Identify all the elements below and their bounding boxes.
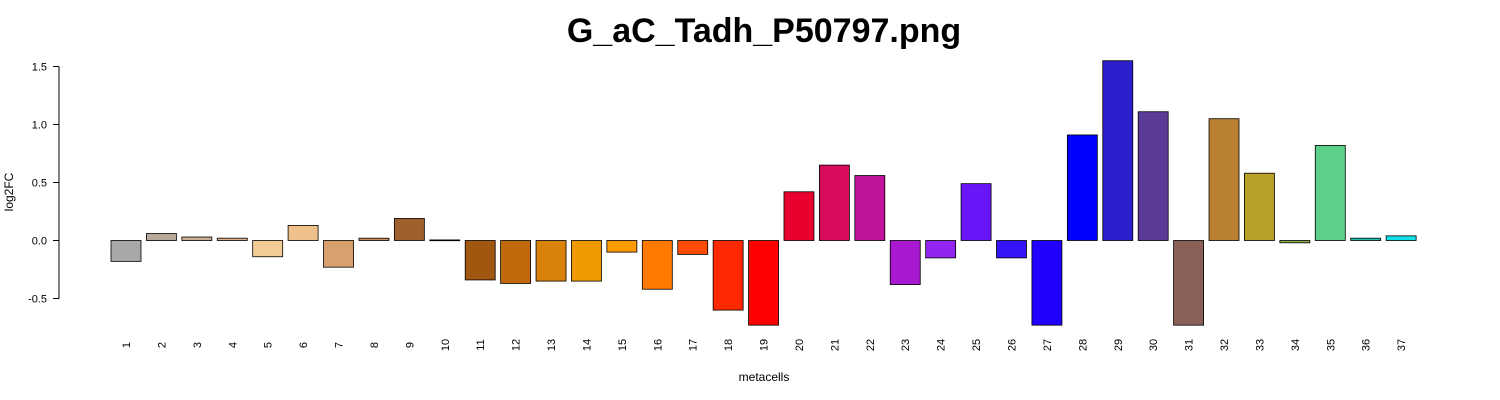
x-tick-label-3: 3 (192, 342, 204, 348)
x-tick-label-30: 30 (1148, 339, 1160, 351)
x-tick-label-22: 22 (865, 339, 877, 351)
x-tick-label-15: 15 (617, 339, 629, 351)
x-tick-label-34: 34 (1290, 339, 1302, 351)
x-tick-label-7: 7 (334, 342, 346, 348)
bar-24 (925, 240, 957, 259)
bar-1 (110, 240, 142, 262)
x-tick-label-2: 2 (156, 342, 168, 348)
x-tick-label-4: 4 (227, 342, 239, 348)
bar-6 (287, 225, 319, 241)
bar-2 (146, 233, 177, 241)
bar-30 (1137, 111, 1169, 241)
x-tick-label-33: 33 (1254, 339, 1266, 351)
x-tick-label-29: 29 (1113, 339, 1125, 351)
bar-14 (571, 240, 602, 282)
bar-18 (712, 240, 744, 311)
bar-27 (1031, 240, 1063, 326)
bar-21 (819, 164, 850, 241)
x-tick-label-18: 18 (723, 339, 735, 351)
x-tick-label-32: 32 (1219, 339, 1231, 351)
x-tick-label-36: 36 (1361, 339, 1373, 351)
x-tick-label-31: 31 (1184, 339, 1196, 351)
x-tick-label-35: 35 (1325, 339, 1337, 351)
bar-7 (323, 240, 354, 268)
x-tick-label-25: 25 (971, 339, 983, 351)
y-tick-label: 1.0 (32, 120, 47, 132)
bar-15 (606, 240, 638, 253)
bar-12 (500, 240, 532, 284)
x-tick-label-16: 16 (652, 339, 664, 351)
x-tick-label-9: 9 (404, 342, 416, 348)
bar-23 (889, 240, 921, 285)
bar-26 (996, 240, 1027, 259)
bar-9 (393, 218, 425, 241)
bar-20 (783, 191, 815, 241)
y-tick-label: 1.5 (32, 62, 47, 74)
x-tick-label-26: 26 (1007, 339, 1019, 351)
x-tick-label-11: 11 (475, 339, 487, 350)
bar-4 (216, 237, 248, 241)
x-tick-labels: 1 2 3 4 5 6 7 8 9 10 11 12 13 14 15 16 17 18 19 20 21 22 23 24 2… (121, 339, 1408, 351)
x-tick-label-5: 5 (263, 342, 275, 348)
x-tick-label-6: 6 (298, 342, 310, 348)
bar-31 (1173, 240, 1204, 326)
x-tick-label-28: 28 (1077, 339, 1089, 351)
x-tick-label-27: 27 (1042, 339, 1054, 351)
y-axis: 1.5 1.0 0.5 0.0 -0.5 (28, 62, 60, 306)
bar-28 (1066, 134, 1098, 241)
bar-37 (1385, 235, 1417, 241)
x-tick-label-37: 37 (1396, 339, 1408, 351)
bar-33 (1244, 172, 1275, 241)
x-tick-label-19: 19 (759, 339, 771, 351)
bar-10 (429, 239, 461, 242)
x-tick-label-23: 23 (900, 339, 912, 351)
x-tick-label-24: 24 (936, 339, 948, 351)
x-tick-label-20: 20 (794, 339, 806, 351)
bar-5 (252, 240, 284, 258)
x-tick-label-21: 21 (829, 339, 841, 351)
bar-11 (464, 240, 496, 281)
bar-34 (1279, 240, 1311, 244)
x-tick-label-1: 1 (121, 342, 133, 348)
x-axis-label: metacells (739, 370, 790, 384)
chart-title: G_aC_Tadh_P50797.png (567, 12, 961, 50)
bar-13 (535, 240, 567, 282)
y-axis-label: log2FC (2, 172, 16, 211)
y-tick-label: 0.5 (32, 178, 47, 190)
x-tick-label-13: 13 (546, 339, 558, 351)
bar-3 (181, 236, 213, 241)
x-tick-label-8: 8 (369, 342, 381, 348)
bar-16 (641, 240, 673, 290)
y-tick-label: -0.5 (28, 294, 47, 306)
bar-29 (1102, 60, 1134, 241)
x-tick-label-12: 12 (511, 339, 523, 351)
y-tick-label: 0.0 (32, 236, 47, 248)
bar-25 (960, 183, 992, 241)
bars (110, 60, 1417, 326)
x-tick-label-14: 14 (581, 339, 593, 351)
bar-32 (1208, 118, 1240, 241)
bar-35 (1314, 144, 1346, 241)
x-tick-label-17: 17 (688, 339, 700, 351)
bar-22 (854, 175, 886, 241)
bar-36 (1350, 237, 1382, 241)
bar-8 (358, 237, 390, 241)
bar-19 (748, 240, 779, 326)
x-tick-label-10: 10 (440, 339, 452, 351)
bar-17 (677, 240, 709, 255)
